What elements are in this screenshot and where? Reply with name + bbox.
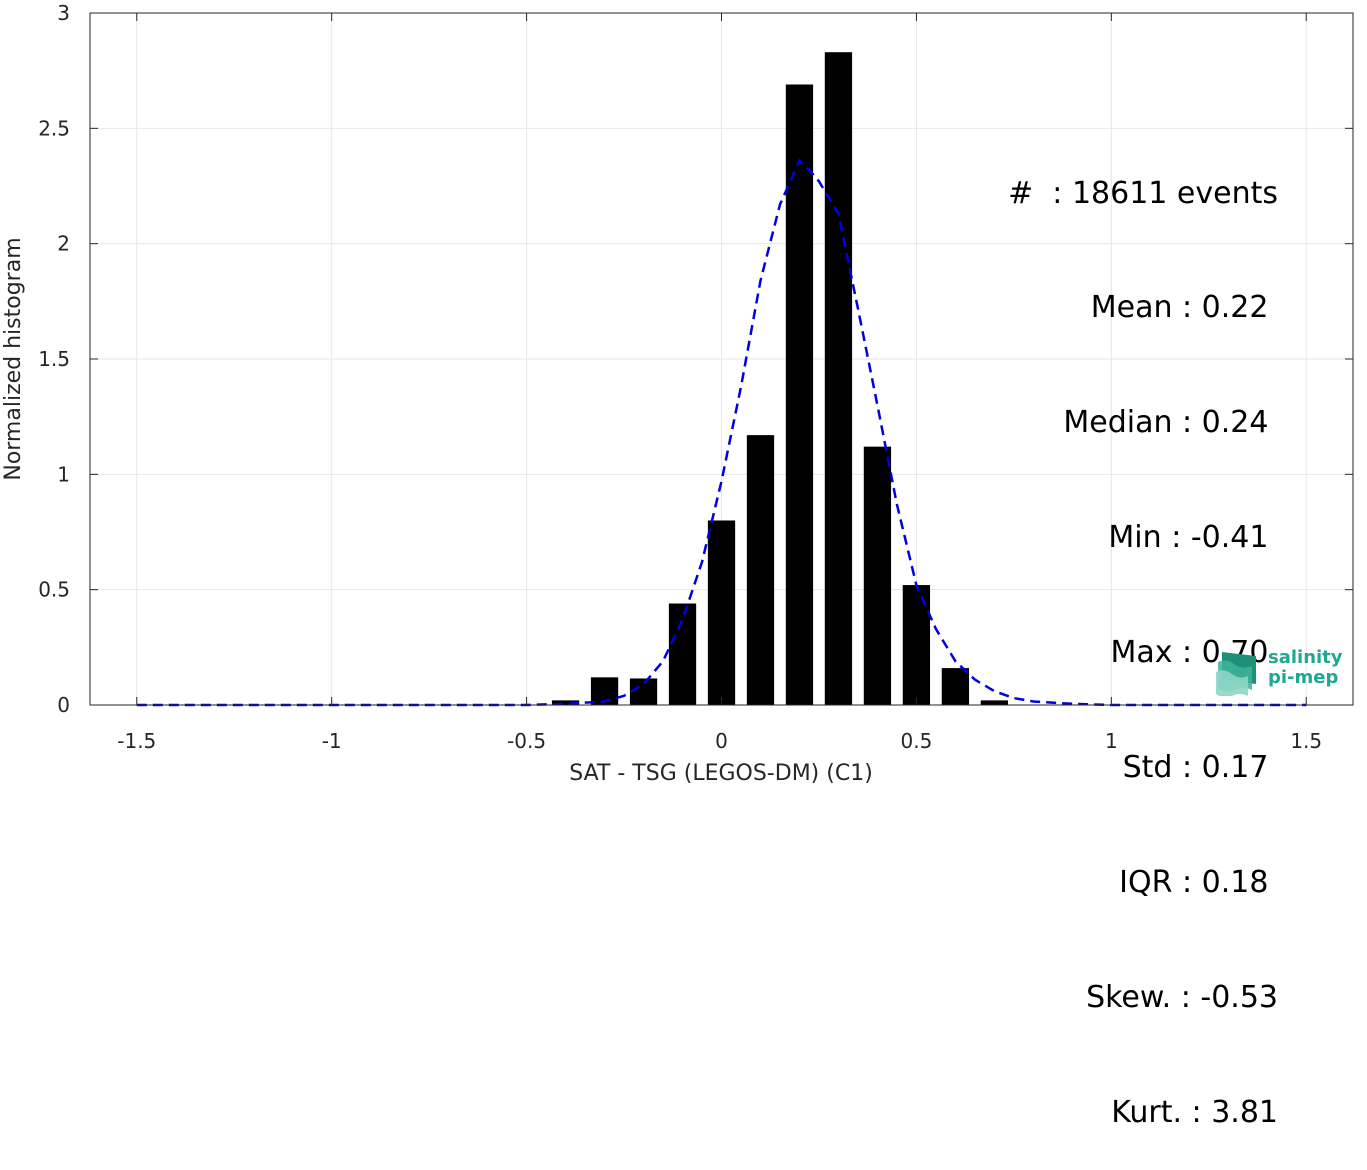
histogram-bar xyxy=(746,435,775,705)
y-axis-label: Normalized histogram xyxy=(1,237,26,480)
y-tick-label: 0 xyxy=(57,693,70,717)
y-tick-label: 0.5 xyxy=(38,578,70,602)
histogram-bar xyxy=(785,84,814,706)
x-tick-label: 0 xyxy=(715,729,728,753)
x-tick-label: 1.5 xyxy=(1290,729,1322,753)
histogram-bar xyxy=(668,603,697,705)
histogram-bar xyxy=(629,678,658,705)
x-axis-label: SAT - TSG (LEGOS-DM) (C1) xyxy=(569,761,873,785)
y-tick-label: 2.5 xyxy=(38,116,70,140)
histogram-bar xyxy=(980,700,1009,705)
stat-mean: Mean : 0.22 xyxy=(1090,290,1278,326)
y-tick-label: 3 xyxy=(57,1,70,25)
histogram-chart: -1.5 -1 -0.5 0 0.5 1 1.5 0 0.5 1 1.5 2 2.5 3 SAT - T… xyxy=(1,1,1354,785)
stat-min: Min : -0.41 xyxy=(1108,520,1278,556)
x-tick-label: -0.5 xyxy=(507,729,546,753)
y-tick-labels: 0 0.5 1 1.5 2 2.5 3 xyxy=(38,1,70,717)
stat-events: # : 18611 events xyxy=(1008,175,1278,211)
histogram-bar xyxy=(551,700,580,705)
x-tick-label: 0.5 xyxy=(901,729,933,753)
statistics-panel: # : 18611 events Mean : 0.22 Median : 0.… xyxy=(1008,98,1278,1170)
salinity-pimep-logo: salinity pi-mep xyxy=(1216,646,1346,696)
y-tick-label: 1.5 xyxy=(38,347,70,371)
y-tick-label: 1 xyxy=(57,462,70,486)
stat-std: Std : 0.17 xyxy=(1122,750,1278,786)
logo-line-2: pi-mep xyxy=(1268,667,1339,688)
x-tick-label: -1.5 xyxy=(117,729,156,753)
histogram-bar xyxy=(707,520,736,705)
histogram-bar xyxy=(902,585,931,705)
stat-skew: Skew. : -0.53 xyxy=(1086,979,1278,1015)
stat-kurt: Kurt. : 3.81 xyxy=(1111,1094,1278,1130)
x-tick-label: -1 xyxy=(322,729,342,753)
y-tick-label: 2 xyxy=(57,232,70,256)
histogram-bars xyxy=(551,52,1009,706)
histogram-bar xyxy=(824,52,853,706)
x-tick-labels: -1.5 -1 -0.5 0 0.5 1 1.5 xyxy=(117,729,1322,753)
stat-max: Max : 0.70 xyxy=(1110,635,1278,671)
logo-waves-icon xyxy=(1216,652,1256,696)
axes-frame xyxy=(89,12,1354,706)
x-tick-label: 1 xyxy=(1105,729,1118,753)
stat-median: Median : 0.24 xyxy=(1063,405,1278,441)
logo-line-1: salinity xyxy=(1268,647,1343,668)
histogram-bar xyxy=(941,668,970,705)
logo-text: salinity pi-mep xyxy=(1268,648,1343,688)
histogram-bar xyxy=(863,446,892,705)
stat-iqr: IQR : 0.18 xyxy=(1119,864,1278,900)
